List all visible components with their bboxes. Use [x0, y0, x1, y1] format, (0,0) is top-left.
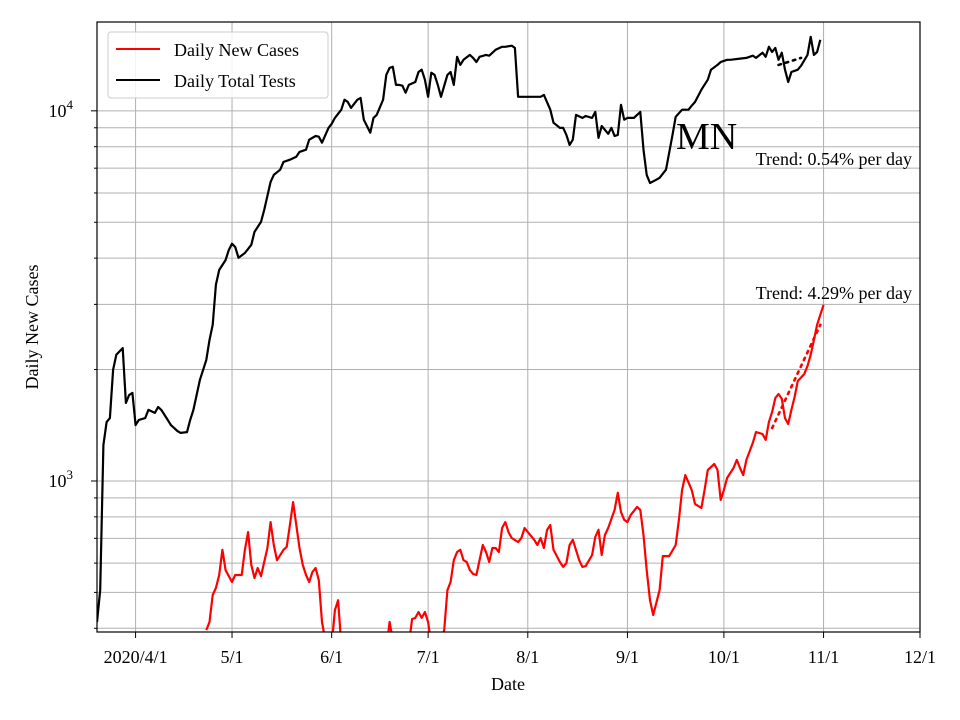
y-tick-label: 104 [49, 97, 74, 121]
y-axis: 103 104 [49, 97, 97, 629]
x-tick-label: 12/1 [904, 647, 936, 667]
x-tick-label: 2020/4/1 [104, 647, 168, 667]
legend-box [107, 31, 329, 99]
chart-title-mn: MN [676, 116, 737, 158]
x-tick-label: 8/1 [516, 647, 539, 667]
x-tick-label: 11/1 [808, 647, 839, 667]
x-axis-label: Date [491, 674, 525, 694]
x-tick-label: 5/1 [221, 647, 244, 667]
tests-line [97, 35, 822, 623]
y-tick-exponent: 3 [67, 467, 74, 482]
grid [97, 22, 921, 632]
x-tick-label: 9/1 [616, 647, 639, 667]
y-axis-label: Daily New Cases [22, 265, 42, 390]
cases-line [205, 304, 825, 632]
x-axis: 2020/4/1 5/1 6/1 7/1 8/1 9/1 10/1 11/1 12/1 [104, 632, 936, 667]
trend-label-tests: Trend: 0.54% per day [756, 149, 912, 169]
trend-label-cases: Trend: 4.29% per day [756, 283, 912, 303]
x-tick-label: 6/1 [320, 647, 343, 667]
legend-label-tests: Daily Total Tests [174, 71, 296, 91]
y-tick-exponent: 4 [67, 97, 74, 112]
x-tick-label: 10/1 [708, 647, 740, 667]
legend: Daily New Cases Daily Total Tests [107, 31, 329, 99]
y-tick-label: 103 [49, 467, 74, 491]
series-layer [97, 35, 825, 632]
legend-label-cases: Daily New Cases [174, 40, 299, 60]
plot-frame [96, 21, 921, 633]
cases-trend-line [770, 323, 822, 430]
x-tick-label: 7/1 [417, 647, 440, 667]
